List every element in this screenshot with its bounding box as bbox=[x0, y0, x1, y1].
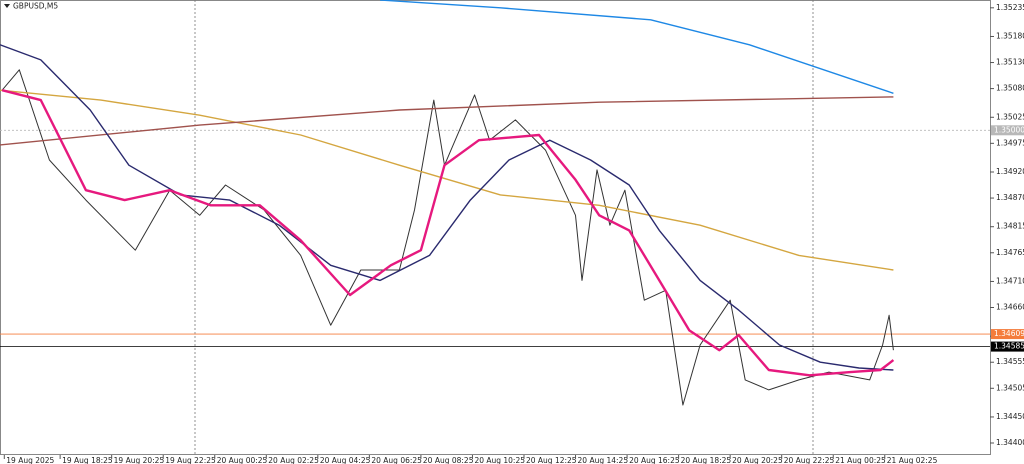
price-label: 1.34585 bbox=[994, 342, 1024, 351]
x-tick-label: 21 Aug 02:25 bbox=[887, 456, 938, 464]
x-tick-label: 19 Aug 18:25 bbox=[62, 456, 113, 464]
price-label: 1.35000 bbox=[994, 125, 1024, 134]
x-tick-label: 20 Aug 20:25 bbox=[732, 456, 783, 464]
y-tick-label: 1.34870 bbox=[996, 193, 1024, 202]
y-tick-label: 1.35235 bbox=[996, 3, 1024, 12]
x-tick-label: 20 Aug 02:25 bbox=[268, 456, 319, 464]
x-tick-label: 20 Aug 08:25 bbox=[423, 456, 474, 464]
x-tick-label: 20 Aug 04:25 bbox=[320, 456, 371, 464]
price-label-box bbox=[991, 341, 1024, 352]
y-tick-label: 1.34505 bbox=[996, 383, 1024, 392]
price-label-box bbox=[991, 125, 1024, 136]
x-tick-label: 20 Aug 12:25 bbox=[526, 456, 577, 464]
x-tick-label: 20 Aug 10:25 bbox=[474, 456, 525, 464]
symbol-menu-icon[interactable] bbox=[4, 4, 10, 8]
x-tick-label: 20 Aug 22:25 bbox=[784, 456, 835, 464]
chart-title: GBPUSD,M5 bbox=[13, 2, 58, 11]
series-line bbox=[0, 89, 894, 271]
series-line bbox=[0, 96, 894, 146]
y-tick-label: 1.35130 bbox=[996, 58, 1024, 67]
x-tick-label: 20 Aug 16:25 bbox=[629, 456, 680, 464]
x-tick-label: 19 Aug 22:25 bbox=[165, 456, 216, 464]
series-line bbox=[0, 44, 894, 371]
x-tick-label: 20 Aug 18:25 bbox=[681, 456, 732, 464]
price-label: 1.34609 bbox=[994, 329, 1024, 338]
y-tick-label: 1.35080 bbox=[996, 84, 1024, 93]
y-tick-label: 1.34815 bbox=[996, 222, 1024, 231]
y-tick-label: 1.34920 bbox=[996, 167, 1024, 176]
y-tick-label: 1.34555 bbox=[996, 357, 1024, 366]
y-tick-label: 1.34450 bbox=[996, 412, 1024, 421]
x-tick-label: 21 Aug 00:25 bbox=[835, 456, 886, 464]
series-line bbox=[1, 89, 895, 377]
price-label-box bbox=[991, 329, 1024, 340]
x-tick-label: 19 Aug 20:25 bbox=[114, 456, 165, 464]
y-tick-label: 1.35025 bbox=[996, 112, 1024, 121]
y-tick-label: 1.35180 bbox=[996, 31, 1024, 40]
x-tick-label: 19 Aug 2025 bbox=[6, 456, 54, 464]
series-line bbox=[380, 0, 894, 94]
y-tick-label: 1.34400 bbox=[996, 438, 1024, 447]
y-tick-label: 1.34765 bbox=[996, 248, 1024, 257]
y-tick-label: 1.34660 bbox=[996, 303, 1024, 312]
plot-frame bbox=[0, 0, 991, 455]
x-tick-label: 20 Aug 06:25 bbox=[371, 456, 422, 464]
y-tick-label: 1.34975 bbox=[996, 138, 1024, 147]
x-tick-label: 20 Aug 14:25 bbox=[578, 456, 629, 464]
y-tick-label: 1.34710 bbox=[996, 276, 1024, 285]
x-tick-label: 20 Aug 00:25 bbox=[217, 456, 268, 464]
